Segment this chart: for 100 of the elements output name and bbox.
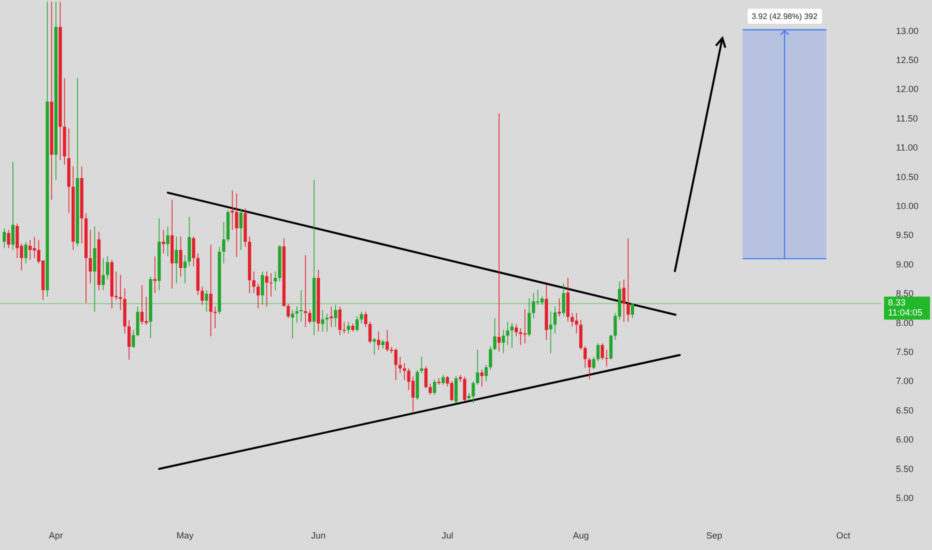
candlestick [454, 376, 458, 404]
candlestick [222, 221, 226, 264]
candlestick [325, 313, 329, 332]
candlestick [304, 254, 308, 328]
candlestick [553, 306, 557, 334]
candlestick [239, 208, 243, 250]
candlestick [562, 282, 566, 316]
x-tick-label: Oct [836, 530, 851, 540]
candlestick [192, 236, 196, 267]
candlestick [574, 312, 578, 334]
candlestick [472, 380, 475, 404]
candlestick [488, 346, 492, 370]
candlestick [290, 310, 294, 340]
candlestick [256, 282, 260, 309]
text: 11:04:05 [888, 308, 922, 318]
candlestick [32, 236, 36, 258]
candlestick [179, 236, 182, 278]
y-tick-label: 11.00 [896, 142, 918, 153]
y-tick-label: 5.50 [896, 464, 914, 474]
candlestick [118, 274, 122, 310]
candlestick [596, 342, 600, 362]
y-tick-label: 13.00 [896, 26, 919, 36]
candlestick [484, 364, 488, 382]
candlestick [174, 236, 178, 284]
candlestick [609, 334, 613, 360]
y-tick-label: 6.50 [896, 405, 914, 416]
candlestick [398, 356, 402, 374]
candlestick [493, 318, 496, 350]
x-tick-label: Apr [48, 530, 63, 540]
candlestick [476, 349, 480, 386]
candlestick [428, 383, 432, 396]
candlestick [334, 304, 338, 328]
candlestick [579, 320, 582, 350]
candlestick [600, 342, 604, 360]
candlestick [364, 311, 368, 328]
candlestick [532, 292, 536, 319]
candlestick [630, 303, 634, 319]
candlestick [622, 279, 626, 322]
candlestick [338, 306, 342, 336]
x-tick-label: Jun [311, 530, 326, 540]
candlestick [502, 330, 505, 354]
candlestick [480, 369, 484, 387]
candlestick [549, 310, 552, 354]
candlestick [442, 374, 445, 386]
candlestick [252, 271, 256, 294]
candlestick [144, 296, 148, 326]
candlestick [420, 356, 424, 374]
candlestick [514, 324, 518, 337]
candlestick [183, 254, 187, 284]
candlestick [518, 328, 522, 346]
candlestick [584, 346, 587, 368]
y-tick-label: 7.00 [896, 376, 914, 386]
y-tick-label: 7.50 [896, 346, 914, 357]
y-tick-label: 5.00 [896, 492, 914, 503]
candlestick [28, 240, 32, 260]
candlestick [11, 161, 15, 250]
candlestick [209, 244, 212, 337]
candlestick [274, 271, 277, 291]
candlestick [24, 241, 28, 264]
candlestick [432, 379, 436, 396]
x-tick-label: Sep [706, 530, 722, 540]
candlestick [286, 303, 290, 319]
candlestick [166, 226, 170, 257]
y-tick-label: 11.50 [896, 113, 918, 124]
candlestick [424, 366, 428, 389]
x-tick-label: Jul [442, 530, 454, 540]
band-label: 3.92 (42.98%) 392 [752, 12, 818, 21]
candlestick [260, 271, 264, 306]
candlestick [330, 306, 333, 328]
candlestick [300, 290, 303, 322]
candlestick [626, 238, 630, 322]
candlestick [506, 321, 510, 346]
candlestick [2, 228, 6, 249]
candlestick [16, 223, 19, 258]
candlestick [102, 258, 105, 291]
candlestick [510, 322, 514, 348]
candlestick [321, 310, 324, 332]
candlestick [140, 284, 144, 326]
y-tick-label: 8.50 [896, 288, 914, 299]
candlestick [308, 310, 312, 324]
candlestick [356, 316, 359, 332]
y-tick-label: 10.00 [896, 200, 919, 211]
candlestick [7, 230, 10, 249]
x-tick-label: Aug [572, 530, 589, 540]
candlestick [136, 306, 140, 337]
ref-line-label: 8.33 [888, 298, 906, 308]
candlestick [463, 376, 466, 402]
candlestick [394, 348, 398, 381]
x-tick-label: May [176, 530, 194, 540]
y-tick-label: 10.50 [896, 172, 919, 182]
candlestick [93, 226, 96, 312]
candlestick [372, 338, 376, 356]
candlestick [360, 311, 364, 324]
candlestick [265, 271, 268, 307]
candlestick [558, 298, 561, 317]
y-tick-label: 9.00 [896, 259, 914, 270]
candlestick [402, 362, 406, 381]
candlestick [127, 320, 131, 360]
candlestick [368, 321, 372, 344]
candlestick [132, 330, 135, 348]
